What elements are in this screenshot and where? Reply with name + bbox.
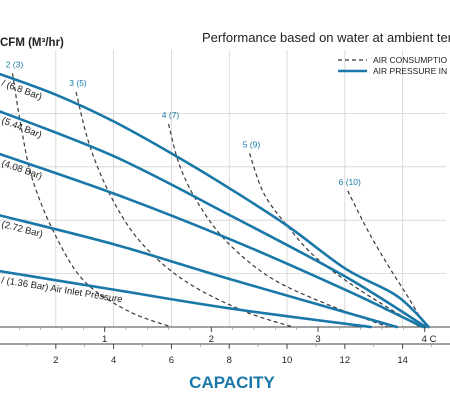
primary-axis-tick-label: 1 (102, 334, 107, 345)
primary-axis-tick-label: 3 (315, 334, 320, 345)
secondary-axis-tick-label: 8 (227, 355, 232, 366)
air-consumption-curve (248, 153, 421, 328)
air-consumption-curve (347, 190, 427, 328)
chart-grid (0, 50, 450, 328)
air-consumption-label: 5 (9) (243, 139, 261, 149)
secondary-axis-tick-label: 10 (282, 355, 293, 366)
performance-note: Performance based on water at ambient te… (202, 30, 450, 45)
air-pressure-curve (0, 110, 428, 329)
air-pressure-label: (2.72 Bar) (0, 219, 44, 240)
air-pressure-curve (0, 269, 373, 329)
air-pressure-curve (0, 214, 399, 329)
air-pressure-curve (0, 152, 425, 329)
secondary-axis-tick-label: 14 (397, 355, 408, 366)
primary-axis-tick-label: 2 (209, 334, 214, 345)
legend-label-air-consumption: AIR CONSUMPTIO (373, 55, 448, 65)
air-consumption-label: 3 (5) (69, 78, 87, 88)
air-consumption-curve (11, 73, 172, 328)
air-pressure-curves (0, 72, 430, 329)
primary-axis-tick-label: 4 C (422, 334, 437, 345)
air-pressure-curve (0, 72, 430, 329)
x-axis-title: CAPACITY (189, 373, 275, 392)
air-consumption-label: 2 (3) (6, 59, 24, 69)
legend: AIR CONSUMPTIO AIR PRESSURE IN (338, 55, 448, 76)
secondary-axis-tick-label: 6 (169, 355, 174, 366)
curve-labels: 2 (3)3 (5)4 (7)5 (9)6 (10)/ (6.8 Bar)(5.… (0, 59, 361, 305)
air-consumption-label: 4 (7) (162, 110, 180, 120)
secondary-axis-tick-label: 4 (111, 355, 116, 366)
unit-label: CFM (M³/hr) (0, 37, 64, 49)
air-consumption-curve (167, 123, 389, 328)
air-pressure-label: / (1.36 Bar) Air Inlet Pressure (1, 275, 124, 305)
secondary-axis-tick-label: 12 (340, 355, 351, 366)
secondary-axis-tick-label: 2 (53, 355, 58, 366)
air-consumption-label: 6 (10) (339, 177, 361, 187)
legend-label-air-pressure: AIR PRESSURE IN (373, 66, 447, 76)
